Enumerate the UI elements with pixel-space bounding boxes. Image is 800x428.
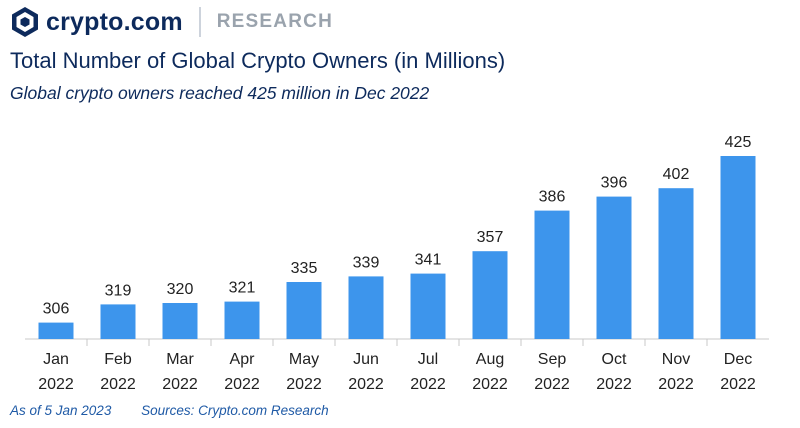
section-label: RESEARCH xyxy=(216,11,333,32)
x-tick-label-month: Sep xyxy=(538,351,567,368)
bar xyxy=(162,303,198,339)
bar xyxy=(348,276,384,339)
x-tick-label-year: 2022 xyxy=(348,376,384,393)
x-tick-label-year: 2022 xyxy=(286,376,322,393)
bar xyxy=(100,304,136,339)
x-tick-label-year: 2022 xyxy=(658,376,694,393)
data-label: 402 xyxy=(663,166,690,183)
chart-subtitle: Global crypto owners reached 425 million… xyxy=(10,83,430,103)
data-label: 341 xyxy=(415,252,442,269)
bar xyxy=(596,196,632,339)
x-tick-label-year: 2022 xyxy=(596,376,632,393)
as-of-note: As of 5 Jan 2023 xyxy=(10,403,112,418)
crypto-com-logo-icon xyxy=(12,7,38,37)
x-tick-label-month: Aug xyxy=(476,351,504,368)
data-label: 425 xyxy=(725,134,752,151)
x-tick-label-month: Jul xyxy=(418,351,438,368)
data-label: 320 xyxy=(167,281,194,298)
x-tick-label-month: Oct xyxy=(602,351,627,368)
bar xyxy=(472,251,508,339)
data-label: 396 xyxy=(601,175,628,192)
sources-note: Sources: Crypto.com Research xyxy=(141,403,329,418)
chart-footer: As of 5 Jan 2023 Sources: Crypto.com Res… xyxy=(10,403,329,418)
header-divider xyxy=(198,7,201,37)
chart-title: Total Number of Global Crypto Owners (in… xyxy=(10,48,506,73)
data-label: 339 xyxy=(353,254,380,271)
brand-header: crypto.com RESEARCH xyxy=(10,4,333,40)
data-label: 386 xyxy=(539,189,566,206)
bar xyxy=(224,301,260,339)
x-tick-label-month: Feb xyxy=(104,351,132,368)
bar xyxy=(720,156,756,339)
x-tick-label-month: Apr xyxy=(230,351,256,368)
data-label: 306 xyxy=(43,301,70,318)
x-tick-label-year: 2022 xyxy=(472,376,508,393)
data-label: 321 xyxy=(229,280,256,297)
data-label: 335 xyxy=(291,260,318,277)
x-tick-label-year: 2022 xyxy=(162,376,198,393)
bar xyxy=(658,188,694,339)
data-label: 357 xyxy=(477,229,504,246)
x-tick-label-month: Jan xyxy=(43,351,69,368)
x-tick-label-year: 2022 xyxy=(534,376,570,393)
x-tick-label-month: Jun xyxy=(353,351,379,368)
x-tick-label-month: Mar xyxy=(166,351,194,368)
x-tick-label-year: 2022 xyxy=(100,376,136,393)
x-tick-label-year: 2022 xyxy=(38,376,74,393)
x-tick-label-month: Dec xyxy=(724,351,752,368)
bar xyxy=(286,282,322,339)
data-label: 319 xyxy=(105,282,132,299)
x-tick-label-year: 2022 xyxy=(410,376,446,393)
x-tick-label-year: 2022 xyxy=(720,376,756,393)
bar xyxy=(534,210,570,339)
bar xyxy=(38,322,74,339)
bar xyxy=(410,273,446,339)
brand-name: crypto.com xyxy=(46,7,183,36)
x-tick-label-year: 2022 xyxy=(224,376,260,393)
x-tick-label-month: Nov xyxy=(662,351,690,368)
x-tick-label-month: May xyxy=(289,351,319,368)
